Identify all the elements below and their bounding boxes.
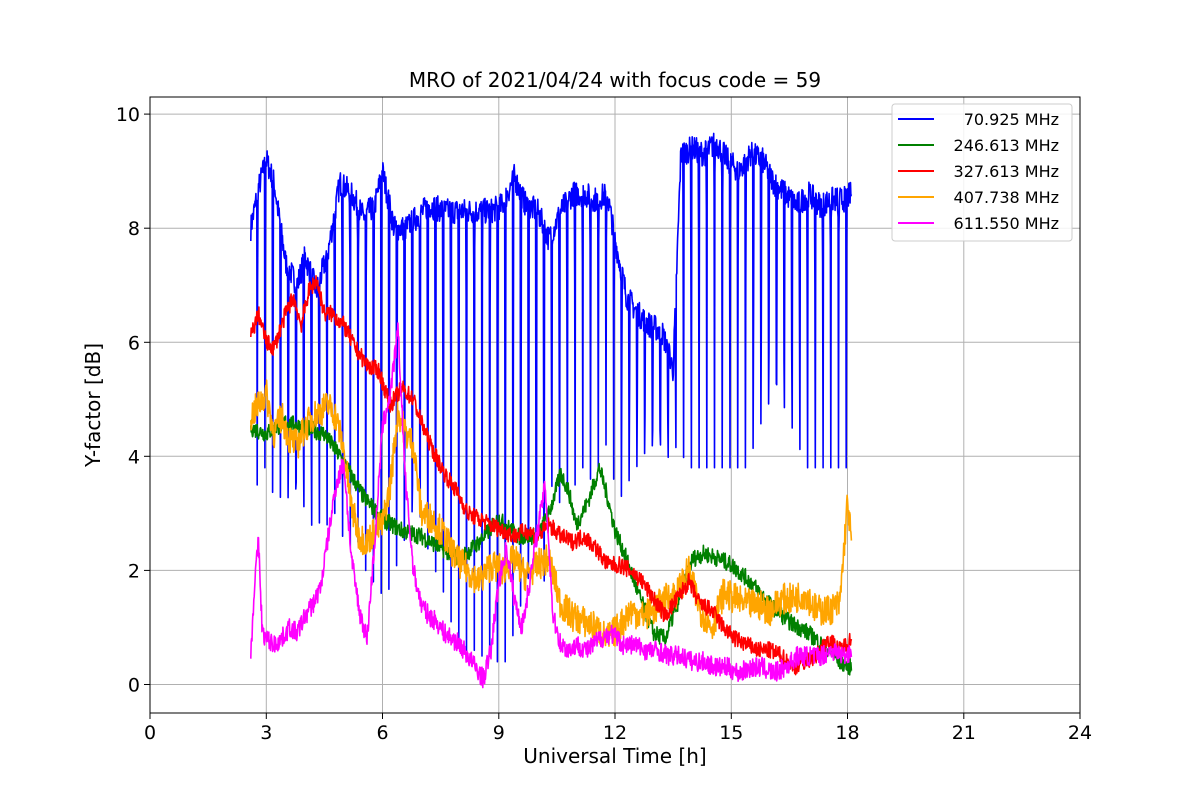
plot-series	[250, 132, 853, 689]
chart-title: MRO of 2021/04/24 with focus code = 59	[409, 68, 821, 92]
x-axis-label: Universal Time [h]	[523, 744, 706, 768]
x-tick-label: 15	[719, 722, 743, 744]
y-tick-label: 8	[128, 218, 140, 240]
series-line	[250, 132, 853, 663]
y-tick-label: 10	[116, 104, 140, 126]
legend-box	[891, 103, 1073, 242]
series-line	[250, 322, 853, 689]
y-tick-label: 4	[128, 446, 140, 468]
y-tick-label: 0	[128, 675, 140, 697]
legend: 70.925 MHz 246.613 MHz 327.613 MHz 407.738 …	[891, 103, 1073, 242]
legend-label: 407.738 MHz	[954, 188, 1059, 207]
x-tick-label: 12	[603, 722, 627, 744]
y-axis-label: Y-factor [dB]	[81, 343, 105, 468]
legend-label: 246.613 MHz	[954, 136, 1059, 155]
x-tick-label: 21	[952, 722, 976, 744]
x-tick-label: 24	[1068, 722, 1092, 744]
x-tick-label: 6	[376, 722, 388, 744]
legend-label: 70.925 MHz	[964, 110, 1059, 129]
y-tick-label: 2	[128, 560, 140, 582]
x-tick-label: 0	[144, 722, 156, 744]
x-tick-label: 18	[835, 722, 859, 744]
x-tick-label: 9	[493, 722, 505, 744]
x-tick-label: 3	[260, 722, 272, 744]
legend-label: 327.613 MHz	[954, 162, 1059, 181]
legend-label: 611.550 MHz	[954, 214, 1059, 233]
y-tick-label: 6	[128, 332, 140, 354]
series-line	[250, 275, 853, 676]
series-line	[250, 415, 853, 676]
